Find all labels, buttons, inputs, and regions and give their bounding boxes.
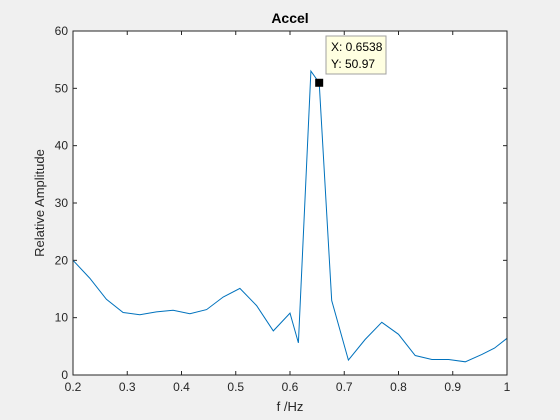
y-tick-label: 20 [55, 253, 69, 267]
data-point [205, 308, 208, 311]
datatip-marker[interactable] [315, 78, 324, 87]
datatip-y-text: Y: 50.97 [331, 57, 375, 71]
x-tick-label: 0.6 [282, 380, 299, 394]
data-point [105, 298, 108, 301]
data-point [255, 304, 258, 307]
data-point [222, 296, 225, 299]
data-point [414, 354, 417, 357]
x-tick-label: 0.8 [390, 380, 407, 394]
y-tick-label: 50 [55, 81, 69, 95]
data-point [309, 70, 312, 73]
x-tick-label: 1 [504, 380, 511, 394]
data-point [155, 310, 158, 313]
y-tick-label: 60 [55, 24, 69, 38]
x-tick-label: 0.2 [65, 380, 82, 394]
data-point [447, 358, 450, 361]
y-tick-label: 40 [55, 139, 69, 153]
data-point [238, 287, 241, 290]
data-point [138, 313, 141, 316]
data-point [297, 341, 300, 344]
data-point [289, 312, 292, 315]
data-point [347, 359, 350, 362]
x-tick-label: 0.5 [227, 380, 244, 394]
data-point [122, 311, 125, 314]
datatip-box[interactable]: X: 0.6538 Y: 50.97 [325, 35, 387, 75]
x-tick-label: 0.3 [119, 380, 136, 394]
axes-background [73, 31, 507, 375]
chart-title: Accel [271, 10, 308, 26]
data-point [88, 277, 91, 280]
data-point [272, 329, 275, 332]
y-tick-label: 10 [55, 311, 69, 325]
x-tick-label: 0.4 [173, 380, 190, 394]
series-line [72, 69, 508, 363]
y-tick-label: 30 [55, 196, 69, 210]
x-axis-ticks: 0.2 0.3 0.4 0.5 0.6 0.7 0.8 0.9 1 [65, 31, 511, 394]
x-tick-label: 0.7 [336, 380, 353, 394]
data-point [188, 312, 191, 315]
data-point [493, 347, 496, 350]
data-point [430, 358, 433, 361]
y-axis-label: Relative Amplitude [32, 149, 47, 257]
datatip-x-text: X: 0.6538 [331, 40, 383, 54]
y-axis-ticks: 0 10 20 30 40 50 60 [55, 24, 507, 382]
axes-box [72, 30, 508, 376]
data-point [330, 299, 333, 302]
x-axis-label: f /Hz [277, 399, 304, 414]
data-point [397, 333, 400, 336]
data-point [480, 353, 483, 356]
data-point [464, 360, 467, 363]
data-point [172, 309, 175, 312]
data-point [380, 321, 383, 324]
y-tick-label: 0 [61, 368, 68, 382]
x-tick-label: 0.9 [444, 380, 461, 394]
data-point [364, 338, 367, 341]
